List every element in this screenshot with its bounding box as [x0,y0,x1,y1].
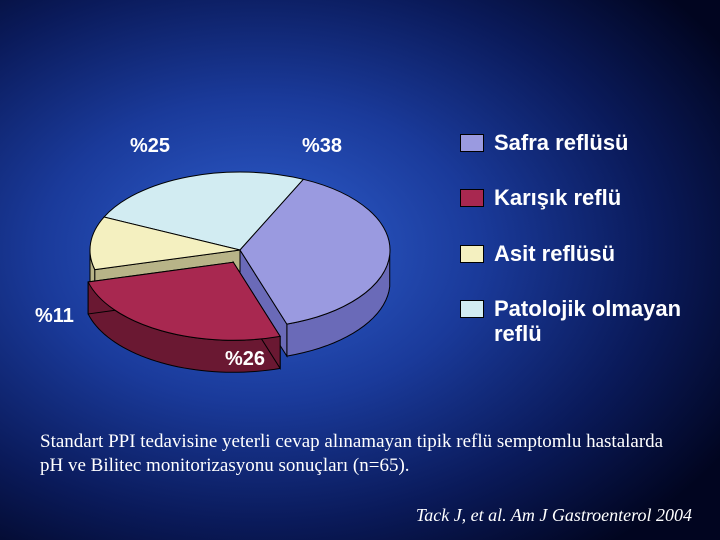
legend-label-karisik: Karışık reflü [494,185,621,210]
caption-text: Standart PPI tedavisine yeterli cevap al… [40,430,680,478]
pct-label-karisik: %26 [225,348,265,371]
legend-swatch-karisik [460,189,484,207]
legend-swatch-asit [460,245,484,263]
legend: Safra reflüsü Karışık reflü Asit reflüsü Pa… [460,130,700,376]
legend-item-karisik: Karışık reflü [460,185,700,210]
legend-swatch-patolojik [460,300,484,318]
legend-item-patolojik: Patolojik olmayan reflü [460,296,700,347]
pct-label-patolojik: %25 [130,135,170,158]
legend-item-safra: Safra reflüsü [460,130,700,155]
legend-label-patolojik: Patolojik olmayan reflü [494,296,700,347]
legend-item-asit: Asit reflüsü [460,241,700,266]
pct-label-asit: %11 [35,305,74,328]
citation-text: Tack J, et al. Am J Gastroenterol 2004 [416,505,692,526]
pie-chart: %38%26%11%25 [40,120,410,390]
legend-label-safra: Safra reflüsü [494,130,629,155]
legend-label-asit: Asit reflüsü [494,241,615,266]
pct-label-safra: %38 [302,135,342,158]
slide-root: %38 %26 %11 %25 Safra reflüsü Karışık reflü A… [0,0,720,540]
legend-swatch-safra [460,134,484,152]
